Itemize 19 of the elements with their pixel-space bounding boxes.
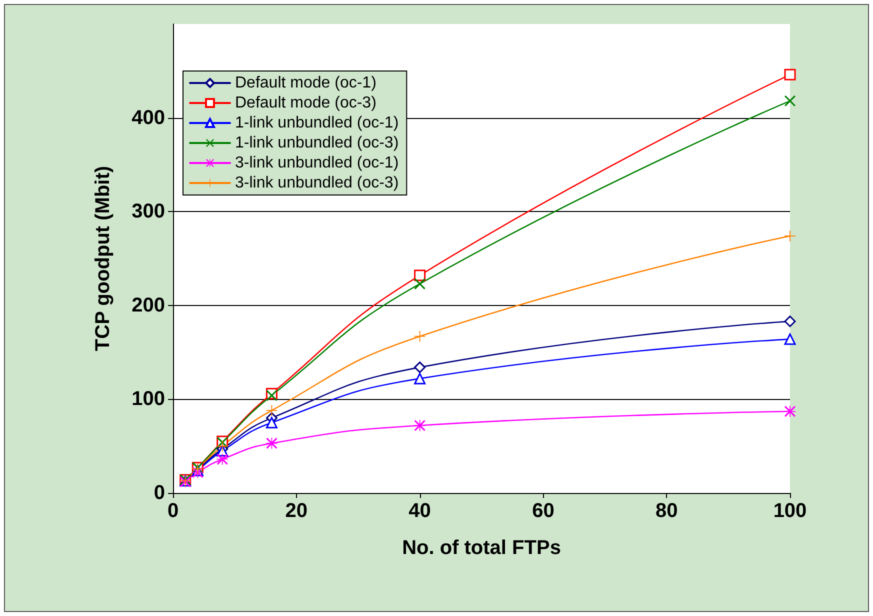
x-tick-label: 40 bbox=[408, 500, 431, 522]
legend-label: 3-link unbundled (oc-3) bbox=[235, 174, 399, 192]
x-tick-label: 80 bbox=[655, 500, 678, 522]
x-tick-label: 20 bbox=[285, 500, 308, 522]
y-tick-label: 100 bbox=[132, 388, 165, 410]
y-tick-label: 300 bbox=[132, 200, 165, 223]
y-tick-label: 200 bbox=[132, 294, 165, 316]
legend-label: Default mode (oc-1) bbox=[235, 74, 376, 92]
y-tick-label: 400 bbox=[132, 106, 165, 129]
x-tick-label: 100 bbox=[773, 500, 807, 522]
y-axis-title: TCP goodput (Mbit) bbox=[92, 166, 114, 352]
x-tick-label: 60 bbox=[532, 500, 554, 522]
legend-label: 3-link unbundled (oc-1) bbox=[235, 154, 399, 172]
legend-label: Default mode (oc-3) bbox=[235, 94, 376, 112]
x-axis-title: No. of total FTPs bbox=[402, 537, 561, 559]
legend-label: 1-link unbundled (oc-3) bbox=[235, 134, 399, 152]
y-tick-label: 0 bbox=[154, 482, 165, 504]
x-tick-label: 0 bbox=[167, 500, 179, 522]
legend-label: 1-link unbundled (oc-1) bbox=[235, 114, 399, 132]
